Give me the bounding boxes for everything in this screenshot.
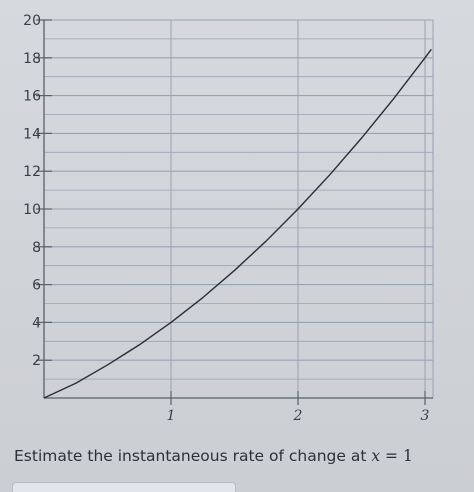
curve-layer <box>43 48 432 399</box>
y-tick-label: 14 <box>23 126 41 142</box>
y-tick-label: 12 <box>23 164 41 180</box>
x-tick-label: 1 <box>167 408 176 424</box>
y-tick-label: 2 <box>32 353 41 369</box>
question-variable: x <box>371 447 381 465</box>
axes <box>36 19 433 405</box>
question-prefix: Estimate the instantaneous rate of chang… <box>14 447 372 465</box>
question-equals: = <box>385 447 399 465</box>
question-value: 1 <box>402 447 413 465</box>
grid <box>44 19 434 398</box>
y-tick-label: 18 <box>23 51 41 67</box>
x-tick-label: 2 <box>293 408 303 424</box>
x-tick-label: 3 <box>421 408 430 424</box>
y-tick-label: 8 <box>32 240 41 256</box>
y-tick-label: 4 <box>32 315 41 331</box>
y-tick-label: 20 <box>23 13 41 29</box>
question-text: Estimate the instantaneous rate of chang… <box>14 447 413 465</box>
y-tick-label: 6 <box>32 278 41 294</box>
series-curve <box>43 48 432 399</box>
y-tick-label: 10 <box>23 202 41 218</box>
y-tick-label: 16 <box>23 89 41 105</box>
answer-input[interactable] <box>12 482 236 492</box>
